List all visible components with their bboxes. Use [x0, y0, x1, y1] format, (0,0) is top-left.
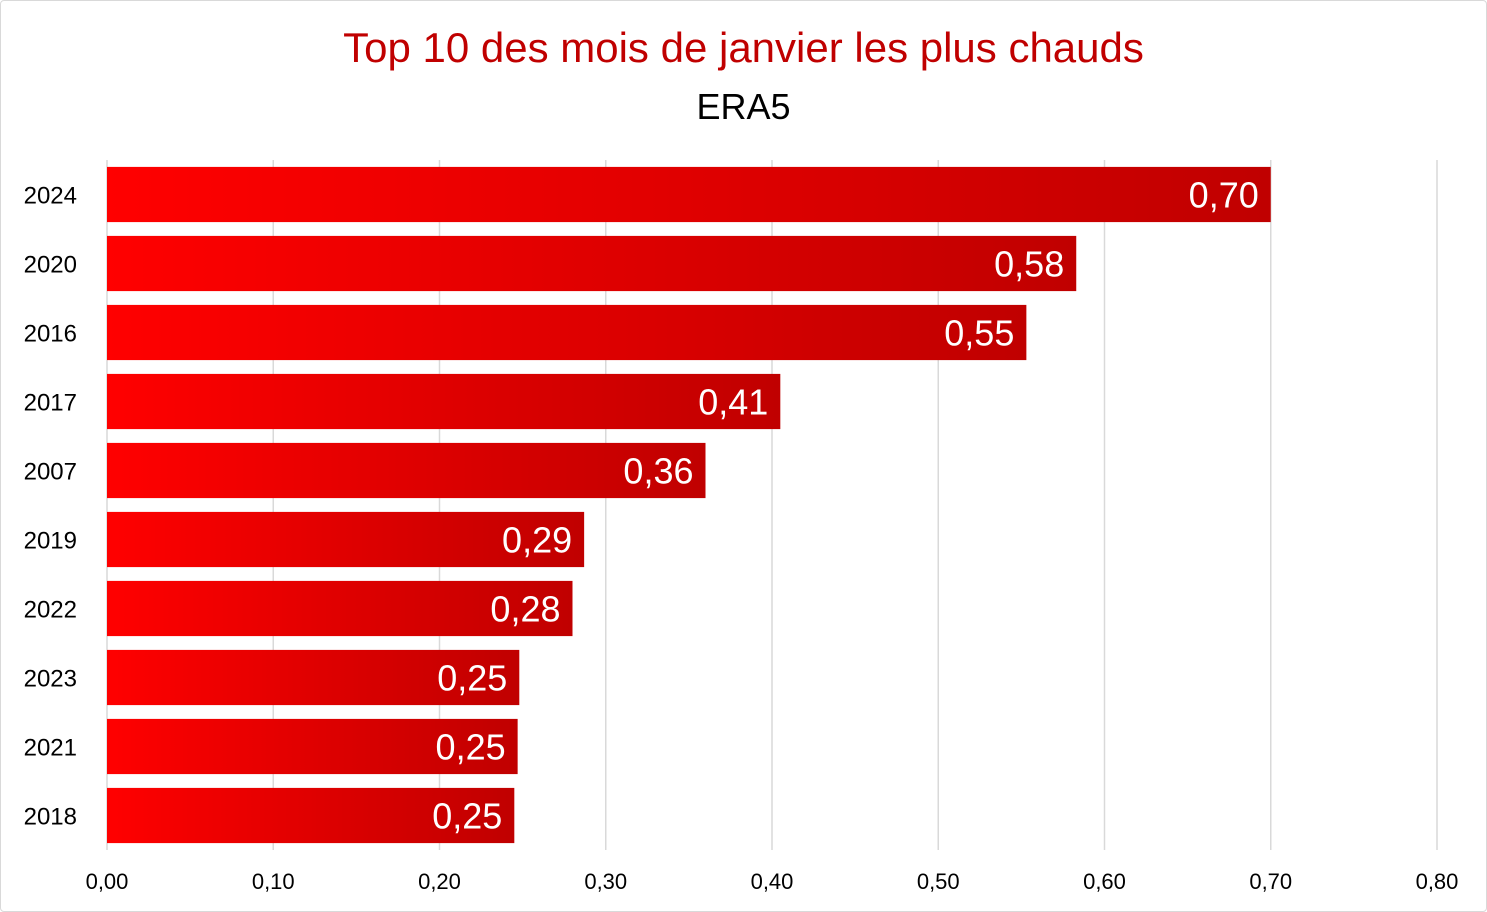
bar-2024 — [107, 166, 1271, 223]
x-tick-label: 0,70 — [1249, 869, 1292, 894]
axis-labels: 0,00 0,10 0,20 0,30 0,40 0,50 0,60 0,70 0,80 2024… — [24, 183, 1459, 895]
bar-2019 — [107, 511, 585, 568]
chart-subtitle: ERA5 — [696, 86, 791, 127]
category-label-2022: 2022 — [24, 597, 77, 624]
bar-2020 — [107, 235, 1077, 292]
bar-2016 — [107, 304, 1027, 361]
bar-2022 — [107, 580, 573, 637]
category-label-2018: 2018 — [24, 804, 77, 831]
category-label-2017: 2017 — [24, 390, 77, 417]
bar-2018 — [107, 787, 515, 844]
data-label-2021: 0,25 — [436, 727, 506, 768]
data-label-2023: 0,25 — [437, 658, 507, 699]
category-label-2020: 2020 — [24, 252, 77, 279]
x-tick-label: 0,00 — [86, 869, 129, 894]
data-label-2020: 0,58 — [994, 244, 1064, 285]
category-label-2016: 2016 — [24, 321, 77, 348]
bars: 0,70 0,58 0,55 0,410,36 0,29 0,28 0,25 0,25 0,25 — [107, 166, 1271, 844]
data-label-2016: 0,55 — [944, 313, 1014, 354]
x-tick-label: 0,10 — [252, 869, 295, 894]
data-label-2017: 0,41 — [698, 382, 768, 423]
data-label-2019: 0,29 — [502, 520, 572, 561]
x-tick-label: 0,50 — [917, 869, 960, 894]
x-tick-label: 0,60 — [1083, 869, 1126, 894]
x-tick-label: 0,80 — [1416, 869, 1459, 894]
data-label-2018: 0,25 — [432, 796, 502, 837]
x-tick-label: 0,30 — [584, 869, 627, 894]
category-label-2007: 2007 — [24, 459, 77, 486]
x-tick-label: 0,40 — [751, 869, 794, 894]
category-label-2019: 2019 — [24, 528, 77, 555]
data-label-2024: 0,70 — [1189, 175, 1259, 216]
category-label-2021: 2021 — [24, 735, 77, 762]
category-label-2023: 2023 — [24, 666, 77, 693]
data-label-2022: 0,28 — [490, 589, 560, 630]
bar-2017 — [107, 373, 781, 430]
bar-2021 — [107, 718, 518, 775]
x-tick-label: 0,20 — [418, 869, 461, 894]
category-label-2024: 2024 — [24, 183, 77, 210]
bar-2023 — [107, 649, 520, 706]
data-label-2007: 0,36 — [623, 451, 693, 492]
chart-title: Top 10 des mois de janvier les plus chau… — [343, 24, 1144, 71]
bar-2007 — [107, 442, 706, 499]
